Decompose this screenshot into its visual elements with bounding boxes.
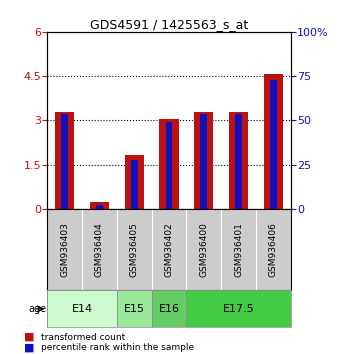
Title: GDS4591 / 1425563_s_at: GDS4591 / 1425563_s_at — [90, 18, 248, 31]
Text: GSM936406: GSM936406 — [269, 222, 278, 277]
Bar — [160, 119, 178, 209]
Text: GSM936400: GSM936400 — [199, 222, 208, 277]
Bar — [229, 112, 248, 209]
Bar — [47, 290, 117, 327]
Text: GSM936404: GSM936404 — [95, 222, 104, 277]
Text: percentile rank within the sample: percentile rank within the sample — [41, 343, 194, 352]
Text: GSM936402: GSM936402 — [165, 222, 173, 277]
Bar — [55, 112, 74, 209]
Text: E17.5: E17.5 — [223, 304, 255, 314]
Bar — [96, 205, 103, 209]
Bar — [62, 114, 68, 209]
Text: age: age — [28, 304, 47, 314]
Bar — [131, 160, 138, 209]
Bar — [235, 114, 242, 209]
Bar — [125, 155, 144, 209]
Text: ■: ■ — [24, 343, 34, 353]
Text: E15: E15 — [124, 304, 145, 314]
Text: transformed count: transformed count — [41, 332, 125, 342]
Bar — [194, 112, 213, 209]
Bar — [200, 114, 207, 209]
Text: GSM936405: GSM936405 — [130, 222, 139, 277]
Bar — [90, 202, 109, 209]
Text: GSM936401: GSM936401 — [234, 222, 243, 277]
Bar — [270, 80, 276, 209]
Bar — [186, 290, 291, 327]
Bar — [152, 290, 186, 327]
Bar — [117, 290, 152, 327]
Text: E16: E16 — [159, 304, 179, 314]
Text: GSM936403: GSM936403 — [60, 222, 69, 277]
Text: ■: ■ — [24, 332, 34, 342]
Bar — [264, 74, 283, 209]
Bar — [166, 122, 172, 209]
Text: E14: E14 — [72, 304, 93, 314]
